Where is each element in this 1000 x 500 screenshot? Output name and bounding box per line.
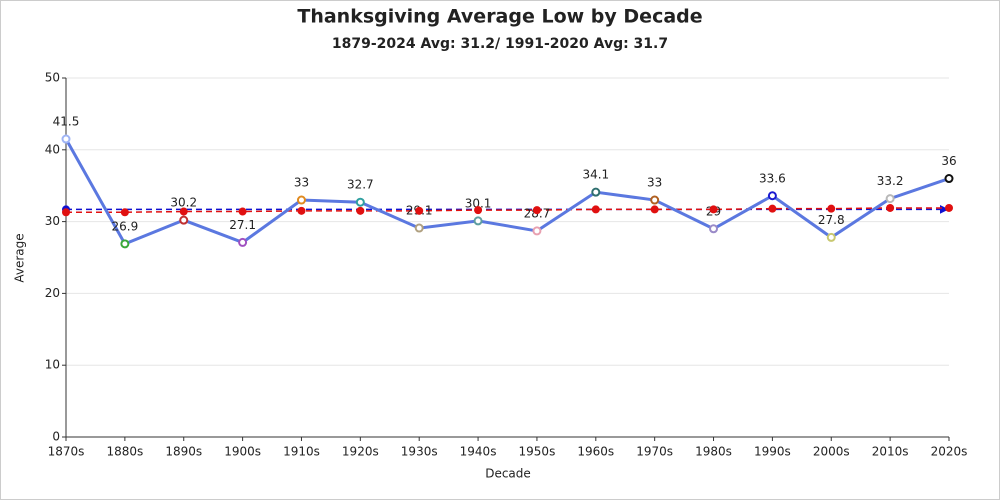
data-point — [650, 195, 660, 205]
data-point — [61, 134, 71, 144]
trend-point — [709, 205, 718, 214]
x-tick-label: 2000s — [813, 445, 850, 459]
trend-point — [415, 206, 424, 215]
data-label: 30.1 — [465, 196, 492, 210]
x-tick-label: 1890s — [165, 445, 202, 459]
x-tick-label: 1940s — [460, 445, 497, 459]
x-tick-label: 1960s — [577, 445, 614, 459]
trend-point — [356, 206, 365, 215]
trend-point — [768, 204, 777, 213]
trend-point — [474, 206, 483, 215]
data-point — [179, 215, 189, 225]
data-point — [944, 174, 954, 184]
data-point — [826, 232, 836, 242]
chart-subtitle: 1879-2024 Avg: 31.2/ 1991-2020 Avg: 31.7 — [332, 36, 668, 52]
y-axis-title: Average — [13, 233, 27, 282]
data-label: 33 — [294, 176, 309, 190]
x-tick-label: 1930s — [401, 445, 438, 459]
trend-point — [179, 207, 188, 216]
data-label: 27.8 — [818, 213, 845, 227]
data-label: 27.1 — [229, 218, 256, 232]
x-tick-label: 2020s — [931, 445, 968, 459]
x-tick-label: 1980s — [695, 445, 732, 459]
data-label: 26.9 — [112, 219, 139, 233]
y-tick-label: 20 — [45, 286, 60, 300]
trend-point — [238, 207, 247, 216]
x-tick-label: 2010s — [872, 445, 909, 459]
x-tick-label: 1970s — [636, 445, 673, 459]
data-label: 32.7 — [347, 178, 374, 192]
x-tick-label: 1990s — [754, 445, 791, 459]
series-line — [64, 138, 950, 246]
data-point — [591, 187, 601, 197]
data-point — [885, 194, 895, 204]
data-point — [709, 224, 719, 234]
trend-point — [827, 204, 836, 213]
x-tick-label: 1910s — [283, 445, 320, 459]
x-tick-label: 1920s — [342, 445, 379, 459]
trend-point — [591, 205, 600, 214]
data-point — [238, 237, 248, 247]
data-point — [120, 239, 130, 249]
chart-title: Thanksgiving Average Low by Decade — [297, 6, 702, 28]
data-label: 33.2 — [877, 174, 904, 188]
x-axis-title: Decade — [485, 467, 531, 481]
x-tick-label: 1900s — [224, 445, 261, 459]
x-tick-label: 1880s — [106, 445, 143, 459]
trend-point — [532, 206, 541, 215]
data-point — [296, 195, 306, 205]
data-label: 30.2 — [170, 196, 197, 210]
trend-point — [297, 206, 306, 215]
data-label: 33 — [647, 176, 662, 190]
y-tick-label: 0 — [52, 430, 60, 444]
series-line — [66, 207, 949, 214]
x-tick-label: 1950s — [519, 445, 556, 459]
data-label: 34.1 — [582, 168, 609, 182]
data-point — [767, 191, 777, 201]
data-label: 36 — [941, 154, 956, 168]
data-point — [414, 223, 424, 233]
data-point — [355, 197, 365, 207]
y-tick-label: 50 — [45, 71, 60, 85]
data-label: 41.5 — [53, 115, 80, 129]
x-tick-label: 1870s — [48, 445, 85, 459]
trend-point — [886, 203, 895, 212]
y-tick-label: 30 — [45, 214, 60, 228]
trend-point — [120, 208, 129, 217]
data-label: 33.6 — [759, 171, 786, 185]
data-point — [473, 216, 483, 226]
trend-point — [62, 208, 70, 217]
trend-point — [945, 203, 953, 212]
data-point — [532, 226, 542, 236]
y-tick-label: 10 — [45, 358, 60, 372]
trend-point — [650, 205, 659, 214]
y-tick-label: 40 — [45, 142, 60, 156]
